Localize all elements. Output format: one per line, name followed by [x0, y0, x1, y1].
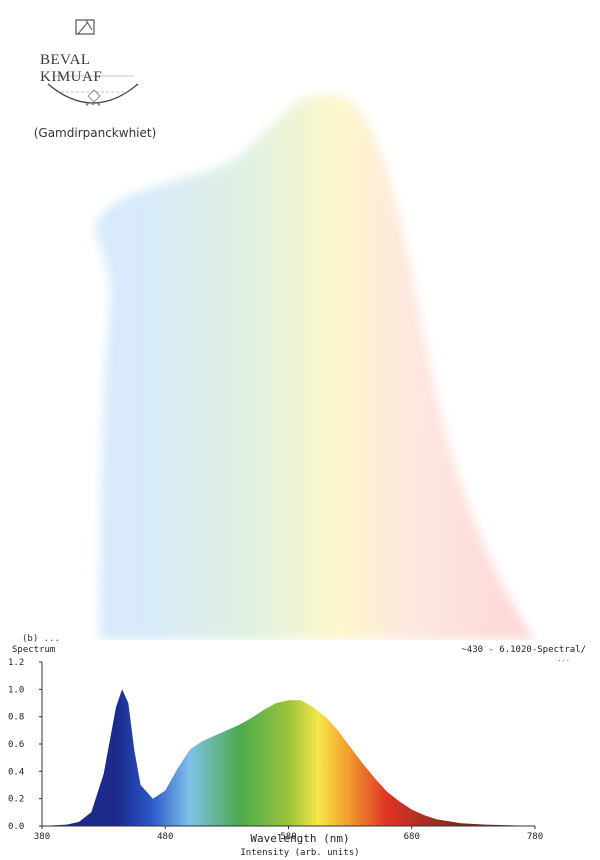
brand-logo-text: BEVAL KIMUAF — [40, 52, 103, 85]
y-ticks: 1.2 1.0 0.8 0.6 0.4 0.2 0.0 — [8, 658, 42, 832]
brand-subtitle: (Gamdirpanckwhiet) — [33, 126, 157, 140]
y-tick-label: 0.0 — [8, 822, 24, 832]
x-tick-label: 580 — [280, 832, 296, 842]
chart-header-right-sub: ... — [557, 655, 570, 663]
x-axis-label: Wavelength (nm) — [250, 832, 349, 845]
x-tick-label: 780 — [527, 832, 543, 842]
y-tick-label: 1.2 — [8, 658, 24, 668]
chart-header-left: Spectrum — [12, 645, 56, 655]
x-tick-label: 680 — [404, 832, 420, 842]
x-tick-label: 380 — [34, 832, 50, 842]
spectrum-chart: 380 480 580 680 780 1.2 1.0 0.8 0.6 0.4 0.2 0.0 Wa… — [8, 658, 543, 858]
svg-text:★ ✦ ★: ★ ✦ ★ — [85, 102, 102, 108]
x-tick-label: 480 — [157, 832, 173, 842]
y-tick-label: 0.4 — [8, 767, 24, 777]
spectrum-area — [42, 689, 535, 826]
panel-label: (b) ... — [22, 634, 60, 644]
hero-spectrum-shape — [95, 93, 535, 640]
chart-header-right: ~430 - 6.1020-Spectral/ — [461, 645, 586, 655]
plot-area — [42, 689, 535, 826]
y-tick-label: 1.0 — [8, 685, 24, 695]
brand-logo: ★ ✦ ★ — [47, 19, 139, 108]
x-axis-sublabel: Intensity (arb. units) — [240, 848, 359, 858]
y-tick-label: 0.6 — [8, 740, 24, 750]
hero-spectrum-graphic — [95, 93, 535, 640]
x-ticks: 380 480 580 680 780 — [34, 826, 543, 842]
y-tick-label: 0.2 — [8, 795, 24, 805]
y-tick-label: 0.8 — [8, 713, 24, 723]
